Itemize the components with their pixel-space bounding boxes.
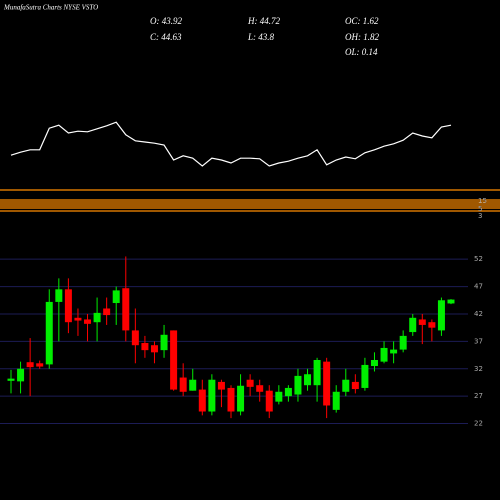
candle-body: [103, 308, 111, 316]
candle-body: [198, 389, 206, 412]
y-tick-label: 52: [474, 255, 483, 263]
candle-body: [131, 330, 139, 346]
band-label: 15: [478, 197, 487, 205]
candle-body: [304, 374, 312, 386]
info-text: OC: 1.62: [345, 16, 379, 26]
candle-body: [275, 391, 283, 402]
candle-body: [122, 288, 130, 331]
candle-body: [380, 347, 388, 362]
candle-body: [84, 319, 92, 324]
candle-body: [361, 364, 369, 388]
candle-body: [208, 379, 216, 412]
candle-body: [150, 345, 158, 353]
y-tick-label: 27: [474, 392, 483, 400]
candle-body: [409, 317, 417, 333]
candle-body: [332, 391, 340, 410]
indicator-line: [10, 121, 452, 167]
info-text: H: 44.72: [247, 16, 280, 26]
candle-body: [313, 360, 321, 386]
candle-body: [170, 330, 178, 390]
candle-body: [189, 379, 197, 391]
candle-body: [160, 334, 168, 351]
candle-body: [246, 379, 254, 387]
info-text: L: 43.8: [247, 32, 275, 42]
candle-body: [399, 335, 407, 350]
candle-body: [294, 375, 302, 395]
info-text: C: 44.63: [150, 32, 182, 42]
chart-title: MunafaSutra Charts NYSE VSTO: [3, 4, 98, 12]
band-label: 3: [478, 212, 482, 220]
candle-body: [342, 379, 350, 392]
candle-body: [351, 381, 359, 390]
candle-body: [390, 349, 398, 354]
candle-body: [141, 343, 149, 351]
candle-body: [74, 317, 82, 321]
candle-body: [45, 301, 53, 365]
candle-body: [447, 299, 455, 304]
candle-body: [265, 390, 273, 412]
candle-body: [217, 381, 225, 390]
candle-body: [323, 361, 331, 406]
candle-body: [26, 362, 34, 368]
candle-body: [36, 363, 44, 367]
candle-body: [256, 385, 264, 392]
candle-body: [112, 290, 120, 304]
candle-body: [227, 387, 235, 412]
candle-body: [17, 368, 25, 382]
info-text: OH: 1.82: [345, 32, 379, 42]
info-text: O: 43.92: [150, 16, 182, 26]
candle-body: [64, 289, 72, 323]
candle-body: [93, 312, 101, 323]
candle-body: [55, 289, 63, 302]
candle-body: [237, 385, 245, 412]
y-tick-label: 47: [474, 283, 483, 291]
candle-body: [437, 300, 445, 331]
info-text: OL: 0.14: [345, 47, 378, 57]
candle-body: [418, 319, 426, 325]
band-label: 5: [478, 205, 482, 213]
candle-body: [7, 378, 15, 381]
y-tick-label: 42: [474, 310, 483, 318]
y-tick-label: 22: [474, 420, 483, 428]
candle-body: [370, 360, 378, 367]
y-tick-label: 32: [474, 365, 483, 373]
candle-body: [284, 387, 292, 397]
candle-body: [179, 377, 187, 392]
y-tick-label: 37: [474, 337, 483, 345]
candle-body: [428, 322, 436, 328]
